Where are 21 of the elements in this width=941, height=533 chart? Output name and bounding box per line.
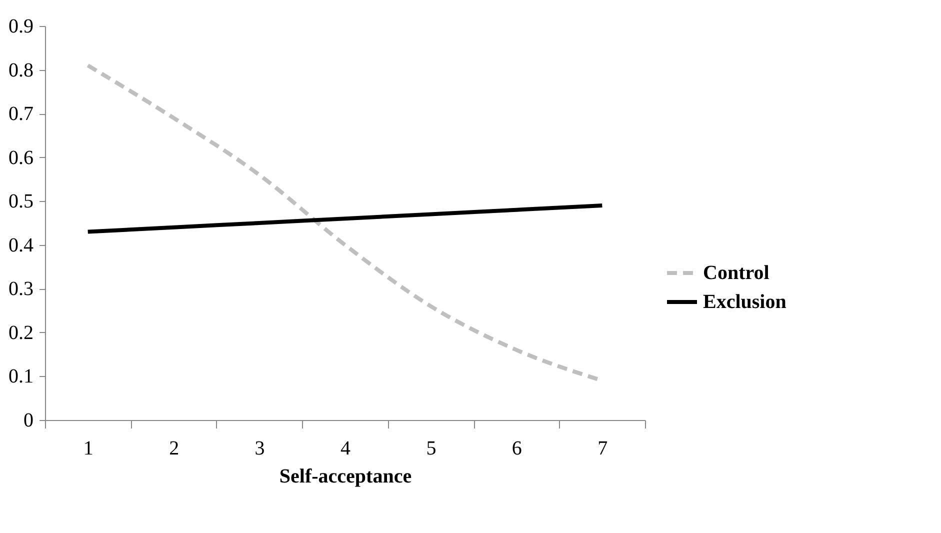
x-tick-label: 6 bbox=[512, 438, 522, 460]
y-tick-label: 0.9 bbox=[8, 16, 34, 38]
x-tick-label: 7 bbox=[598, 438, 608, 460]
x-tick-label: 4 bbox=[340, 438, 350, 460]
y-tick-label: 0 bbox=[24, 410, 34, 432]
line-series bbox=[86, 203, 604, 234]
x-tick-label: 2 bbox=[169, 438, 180, 460]
y-tick-label: 0.3 bbox=[8, 278, 34, 300]
y-tick-label: 0.4 bbox=[8, 234, 34, 256]
x-tick-label: 3 bbox=[254, 438, 265, 460]
x-axis-title: Self-acceptance bbox=[279, 466, 412, 488]
y-tick-label: 0.2 bbox=[8, 322, 34, 344]
y-tick-label: 0.5 bbox=[8, 190, 34, 213]
legend-label: Control bbox=[703, 262, 770, 284]
x-tick-label: 1 bbox=[83, 438, 94, 460]
y-tick-label: 0.7 bbox=[8, 103, 34, 126]
x-tick-label: 5 bbox=[426, 438, 436, 460]
y-tick-label: 0.1 bbox=[8, 366, 34, 388]
y-tick-label: 0.6 bbox=[8, 146, 34, 169]
legend-label: Exclusion bbox=[703, 291, 786, 313]
y-tick-label: 0.8 bbox=[8, 59, 34, 82]
